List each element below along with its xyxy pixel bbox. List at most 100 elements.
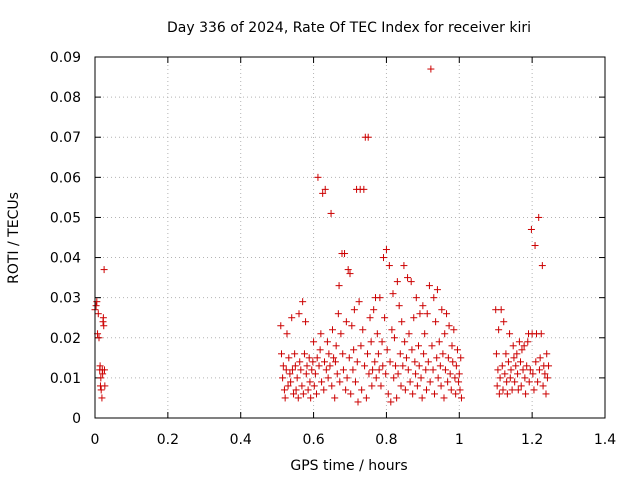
data-point: [100, 266, 108, 274]
data-point: [414, 342, 422, 350]
data-point: [278, 350, 286, 358]
data-point: [496, 374, 504, 382]
data-point: [514, 386, 522, 394]
data-point: [527, 225, 535, 233]
data-point: [423, 386, 430, 394]
data-point: [333, 370, 341, 378]
data-point: [535, 366, 543, 374]
data-point: [404, 366, 412, 374]
data-point: [428, 342, 436, 350]
data-point: [342, 386, 350, 394]
data-point: [441, 366, 449, 374]
data-point: [493, 382, 501, 390]
data-point: [438, 306, 446, 314]
data-point: [397, 382, 405, 390]
data-point: [350, 346, 358, 354]
data-point: [322, 366, 330, 374]
data-point: [447, 386, 455, 394]
data-point: [401, 338, 409, 346]
data-point: [456, 386, 464, 394]
data-point: [497, 306, 505, 314]
data-point: [508, 386, 516, 394]
data-point: [443, 310, 451, 318]
data-point: [332, 342, 340, 350]
data-point: [279, 374, 287, 382]
data-point: [316, 346, 324, 354]
data-point: [545, 362, 553, 370]
data-point: [334, 310, 342, 318]
data-point: [374, 350, 382, 358]
data-point: [286, 370, 294, 378]
data-point: [284, 382, 292, 390]
data-point: [432, 318, 440, 326]
y-tick-label: 0.02: [50, 331, 81, 347]
data-point: [335, 282, 343, 290]
data-point: [434, 374, 442, 382]
data-point: [328, 382, 336, 390]
data-point: [536, 354, 544, 362]
data-point: [321, 358, 328, 366]
data-point: [504, 358, 512, 366]
data-point: [361, 362, 369, 370]
data-point: [365, 370, 373, 378]
data-point: [310, 382, 318, 390]
data-point: [507, 366, 515, 374]
x-axis-ticks: 0 0.2 0.4 0.6 0.8 1 1.2 1.4: [91, 57, 616, 448]
data-point: [299, 390, 307, 398]
data-point: [321, 185, 329, 193]
y-tick-label: 0.07: [50, 130, 81, 146]
data-point: [444, 354, 452, 362]
data-point: [520, 342, 528, 350]
x-tick-label: 0: [91, 432, 100, 448]
data-point: [92, 302, 100, 310]
data-point: [347, 390, 355, 398]
data-point: [495, 390, 503, 398]
data-point: [359, 326, 367, 334]
data-point: [408, 346, 416, 354]
data-point: [514, 370, 522, 378]
data-point: [431, 390, 439, 398]
data-point: [387, 398, 395, 406]
data-point: [344, 266, 352, 274]
y-tick-label: 0.03: [50, 291, 81, 307]
data-point: [302, 370, 310, 378]
y-axis-label: ROTI / TECUs: [6, 192, 22, 284]
data-point: [529, 370, 537, 378]
data-point: [492, 350, 500, 358]
gridlines: [95, 57, 605, 418]
data-point: [517, 382, 525, 390]
data-point: [375, 366, 383, 374]
data-point: [329, 326, 337, 334]
data-point: [537, 330, 545, 338]
data-point: [420, 350, 428, 358]
data-point: [324, 374, 332, 382]
data-point: [446, 370, 454, 378]
data-point: [305, 354, 313, 362]
data-point: [543, 350, 551, 358]
data-point: [100, 366, 108, 374]
data-point: [349, 366, 357, 374]
data-point: [285, 354, 293, 362]
data-point: [418, 394, 426, 402]
data-point: [433, 354, 441, 362]
data-point: [369, 366, 377, 374]
data-point: [535, 213, 543, 221]
data-point: [396, 350, 404, 358]
data-point: [315, 362, 323, 370]
data-point: [450, 326, 458, 334]
data-point: [422, 366, 430, 374]
data-point: [300, 350, 308, 358]
data-points: [91, 65, 553, 406]
data-point: [327, 209, 335, 217]
x-tick-label: 0.8: [375, 432, 397, 448]
data-point: [377, 382, 385, 390]
data-point: [294, 394, 302, 402]
data-point: [358, 386, 366, 394]
data-point: [411, 358, 419, 366]
data-point: [295, 310, 303, 318]
data-point: [429, 366, 437, 374]
data-point: [101, 382, 109, 390]
data-point: [495, 326, 503, 334]
data-point: [436, 362, 444, 370]
data-point: [503, 390, 511, 398]
